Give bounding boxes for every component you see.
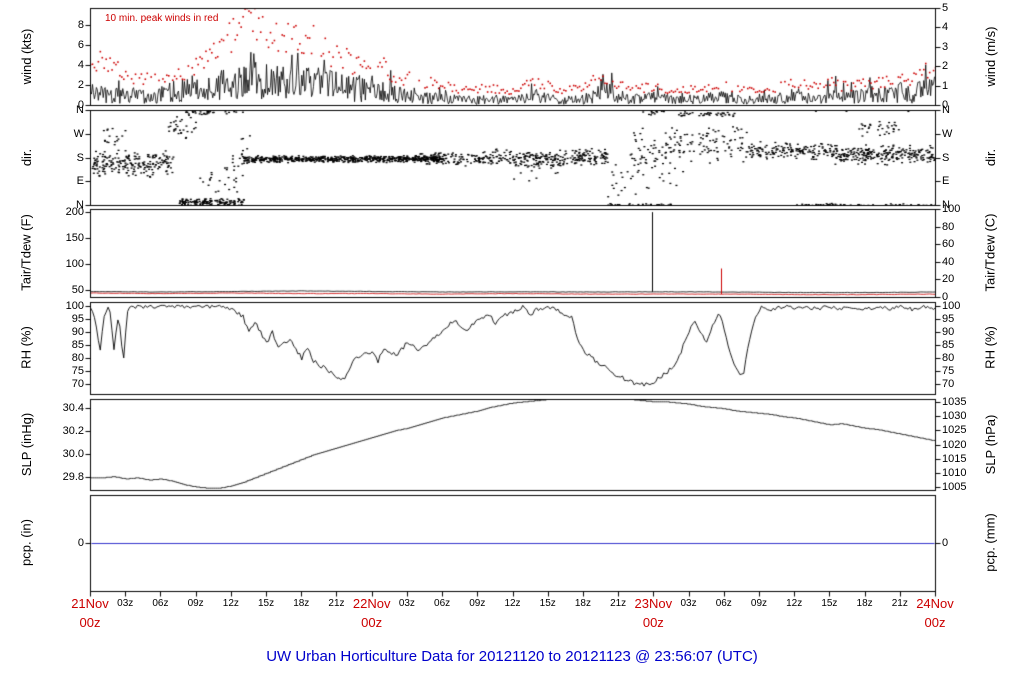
y-tick-label-right: N: [942, 104, 950, 116]
y-tick-label-left: 100: [65, 299, 84, 312]
y-tick-label-right: S: [942, 151, 950, 164]
y-tick-label-left: W: [73, 127, 84, 140]
x-tick-label: 06z: [152, 598, 169, 609]
y-tick-label-right: 85: [942, 338, 955, 351]
y-tick-label-left: 30.2: [62, 425, 84, 438]
y-tick-label-right: 1015: [942, 452, 967, 465]
y-tick-label-right: 1035: [942, 395, 967, 408]
y-tick-label-right: 100: [942, 203, 961, 215]
x-tick-label: 18z: [293, 598, 310, 609]
y-tick-label-left: 85: [71, 338, 84, 351]
y-tick-label-right: 0: [942, 291, 949, 303]
y-tick-label-left: 2: [77, 79, 84, 92]
y-tick-label-right: 3: [942, 40, 949, 53]
y-tick-label-left: N: [76, 104, 84, 116]
axis-label-wind-kts: wind (kts): [18, 28, 34, 84]
y-tick-label-left: S: [76, 151, 84, 164]
x-tick-label: 15z: [257, 598, 275, 609]
x-day-label: 22Nov: [352, 596, 391, 611]
x-tick-label: 09z: [750, 598, 768, 609]
x-tick-label: 21z: [610, 598, 627, 609]
figure-title: UW Urban Horticulture Data for 20121120 …: [266, 648, 758, 665]
y-tick-label-right: W: [942, 127, 953, 140]
x-tick-label: 12z: [786, 598, 803, 609]
y-tick-label-left: 150: [65, 231, 84, 244]
x-hour-label: 00z: [924, 615, 946, 630]
y-tick-label-right: 5: [942, 2, 949, 14]
x-day-label: 23Nov: [634, 596, 673, 611]
y-tick-label-right: 0: [942, 537, 949, 549]
y-tick-label-right: 80: [942, 351, 955, 364]
y-tick-label-left: 80: [71, 351, 84, 364]
y-tick-label-left: 50: [71, 283, 84, 296]
y-tick-label-right: 4: [942, 21, 949, 34]
x-tick-label: 18z: [856, 598, 873, 609]
axis-label-dir-left: dir.: [18, 148, 34, 166]
y-tick-label-right: 1: [942, 79, 949, 92]
y-tick-label-left: 70: [71, 377, 84, 390]
y-tick-label-right: 100: [942, 299, 961, 312]
y-tick-label-right: 80: [942, 220, 955, 233]
x-tick-label: 09z: [187, 598, 204, 609]
y-tick-label-left: 0: [77, 99, 84, 111]
y-tick-label-left: 95: [71, 312, 84, 325]
y-tick-label-right: 1010: [942, 466, 967, 479]
x-tick-label: 15z: [821, 598, 838, 609]
peak-winds-legend: 10 min. peak winds in red: [105, 13, 219, 24]
x-tick-label: 03z: [117, 598, 134, 609]
y-tick-label-right: 95: [942, 312, 955, 325]
x-hour-label: 00z: [361, 615, 383, 630]
y-tick-label-right: 1025: [942, 424, 967, 437]
x-tick-label: 06z: [434, 598, 451, 609]
y-tick-label-right: 1030: [942, 410, 967, 423]
x-hour-label: 00z: [79, 615, 101, 630]
axis-label-tair-f: Tair/Tdew (F): [18, 214, 34, 291]
y-tick-label-left: 0: [77, 537, 84, 549]
y-tick-label-left: 4: [77, 59, 84, 72]
y-tick-label-right: 40: [942, 255, 955, 268]
y-tick-label-left: N: [76, 199, 84, 211]
x-tick-label: 15z: [539, 598, 556, 609]
y-tick-label-left: 8: [77, 19, 84, 32]
y-tick-label-right: 1020: [942, 438, 967, 451]
y-tick-label-left: 100: [65, 257, 84, 270]
x-tick-label: 21z: [891, 598, 908, 609]
y-tick-label-right: 90: [942, 325, 955, 338]
y-tick-label-left: 30.4: [62, 402, 84, 415]
x-tick-label: 12z: [222, 598, 239, 609]
x-tick-label: 03z: [398, 598, 415, 609]
y-tick-label-left: 30.0: [62, 448, 84, 461]
y-tick-label-right: 75: [942, 364, 955, 377]
x-day-label: 24Nov: [916, 596, 954, 611]
y-tick-label-right: 70: [942, 377, 955, 390]
x-day-label: 21Nov: [71, 596, 109, 611]
y-tick-label-right: 2: [942, 60, 949, 73]
y-tick-label-left: 200: [65, 205, 84, 218]
y-tick-label-right: 60: [942, 238, 955, 251]
y-tick-label-right: 20: [942, 273, 955, 286]
x-tick-label: 21z: [328, 598, 345, 609]
axis-label-rh-left: RH (%): [18, 326, 34, 369]
y-tick-label-left: 29.8: [62, 471, 84, 484]
x-tick-label: 03z: [680, 598, 697, 609]
x-hour-label: 00z: [642, 615, 664, 630]
x-tick-label: 06z: [715, 598, 732, 609]
axis-label-slp-inhg: SLP (inHg): [18, 412, 34, 476]
x-tick-label: 18z: [574, 598, 591, 609]
y-tick-label-right: 0: [942, 99, 949, 111]
y-tick-label-right: E: [942, 175, 950, 188]
x-tick-label: 12z: [504, 598, 521, 609]
axis-label-pcp-in: pcp. (in): [18, 519, 34, 566]
y-tick-label-left: E: [76, 175, 84, 188]
x-tick-label: 09z: [469, 598, 486, 609]
y-tick-label-right: N: [942, 199, 950, 211]
y-tick-label-left: 90: [71, 325, 84, 338]
y-tick-label-right: 1005: [942, 481, 967, 494]
y-tick-label-left: 6: [77, 39, 84, 52]
y-tick-label-left: 75: [71, 364, 84, 377]
